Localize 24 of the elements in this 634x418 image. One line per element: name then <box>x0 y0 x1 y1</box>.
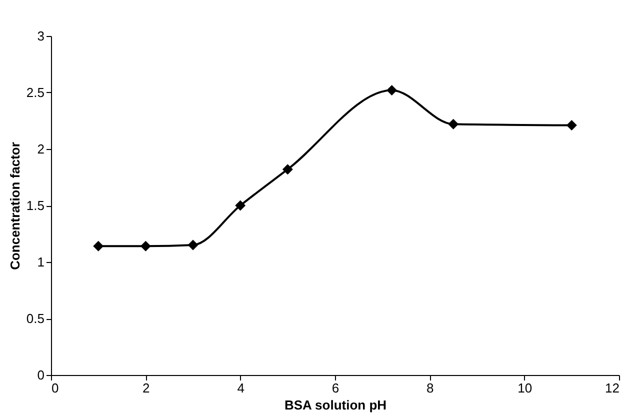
point <box>566 120 577 131</box>
x-tick-label: 8 <box>426 380 434 396</box>
y-tick-label: 1.5 <box>26 198 44 213</box>
point <box>282 164 293 175</box>
x-axis-title: BSA solution pH <box>284 398 387 412</box>
y-tick-label: 2.5 <box>26 85 44 100</box>
y-tick-label: 0.5 <box>26 311 44 326</box>
y-axis-title: Concentration factor <box>7 142 22 270</box>
point <box>448 118 459 130</box>
point <box>188 240 198 250</box>
y-tick-label: 2 <box>37 142 44 156</box>
point <box>93 240 104 252</box>
point <box>140 240 151 252</box>
y-tick-label: 0 <box>37 368 44 382</box>
y-tick-label: 3 <box>37 28 44 44</box>
point <box>235 200 246 211</box>
x-tick-label: 2 <box>142 380 150 396</box>
x-tick-label: 4 <box>237 380 244 396</box>
x-tick-label: 6 <box>332 380 340 396</box>
x-tick-label: 10 <box>518 380 532 396</box>
y-tick-label: 1 <box>37 254 44 270</box>
x-tick-label: 12 <box>605 380 620 396</box>
x-tick-label: 0 <box>52 380 59 396</box>
point <box>386 84 398 96</box>
